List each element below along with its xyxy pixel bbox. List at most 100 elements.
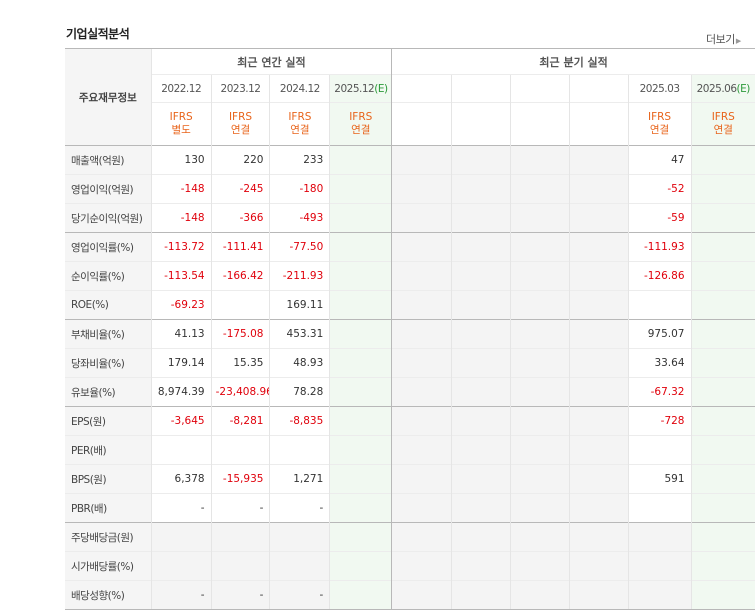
annual-value-cell: -8,835 [269, 406, 330, 436]
period-label: 2023.12 [220, 82, 261, 95]
annual-value-cell [329, 145, 392, 175]
annual-value-cell [269, 435, 330, 465]
quarter-value-cell [568, 174, 629, 204]
annual-period-header: 2025.12(E) [329, 74, 392, 103]
annual-value-cell: -148 [150, 203, 212, 233]
quarter-value-cell [627, 493, 691, 523]
row-label: 당좌비율(%) [65, 348, 152, 378]
annual-value-cell [329, 522, 392, 552]
quarter-value-cell [627, 522, 691, 552]
quarter-value-cell [568, 348, 629, 378]
annual-value-cell [329, 377, 392, 407]
ifrs-basis [451, 102, 511, 146]
financial-table: 주요재무정보 최근 연간 실적 최근 분기 실적 2022.12 2023.12 2… [65, 48, 755, 610]
annual-value-cell [329, 435, 392, 465]
quarter-value-cell [568, 435, 629, 465]
ifrs-standard: IFRS [711, 111, 735, 123]
quarter-value-cell [690, 319, 755, 349]
ifrs-basis: IFRS 연결 [329, 102, 392, 146]
quarter-value-cell [568, 493, 629, 523]
quarter-value-cell [568, 522, 629, 552]
quarter-value-cell [690, 464, 755, 494]
quarter-value-cell [391, 464, 452, 494]
table-row: PBR(배) - - - [65, 493, 755, 523]
annual-value-cell: -180 [269, 174, 330, 204]
quarter-value-cell [568, 290, 629, 320]
row-label: 유보율(%) [65, 377, 152, 407]
quarter-value-cell [391, 290, 452, 320]
quarter-value-cell [391, 174, 452, 204]
quarter-value-cell [690, 493, 755, 523]
quarter-value-cell [509, 232, 570, 262]
annual-value-cell [329, 319, 392, 349]
ifrs-standard: IFRS [647, 111, 672, 123]
quarter-value-cell [509, 348, 570, 378]
annual-value-cell: -77.50 [269, 232, 330, 262]
chevron-right-icon: ▶ [735, 37, 741, 45]
row-label: PBR(배) [65, 493, 152, 523]
quarter-value-cell [451, 203, 511, 233]
annual-value-cell: 48.93 [269, 348, 330, 378]
table-row: 순이익률(%) -113.54 -166.42 -211.93 -126.86 [65, 261, 755, 291]
row-label: 주당배당금(원) [65, 522, 152, 552]
annual-value-cell [150, 551, 212, 581]
quarter-value-cell [509, 580, 570, 610]
quarter-value-cell [451, 348, 511, 378]
quarter-value-cell [451, 174, 511, 204]
annual-value-cell: -8,281 [210, 406, 270, 436]
quarter-value-cell [391, 203, 452, 233]
quarter-value-cell [690, 145, 755, 175]
quarter-value-cell [509, 145, 570, 175]
quarter-value-cell [451, 377, 511, 407]
table-row: 유보율(%) 8,974.39 -23,408.96 78.28 -67.32 [65, 377, 755, 407]
annual-value-cell: 220 [210, 145, 270, 175]
row-label: BPS(원) [65, 464, 152, 494]
quarter-value-cell [391, 319, 452, 349]
quarter-value-cell [451, 493, 511, 523]
row-label: 영업이익률(%) [65, 232, 152, 262]
quarter-value-cell [690, 406, 755, 436]
annual-value-cell: 179.14 [150, 348, 212, 378]
quarter-value-cell [391, 406, 452, 436]
quarter-period-header [451, 74, 511, 103]
ifrs-basis: IFRS 연결 [210, 102, 270, 146]
annual-value-cell: 41.13 [150, 319, 212, 349]
period-label: 2024.12 [279, 82, 320, 95]
row-label: 매출액(억원) [65, 145, 152, 175]
table-row: EPS(원) -3,645 -8,281 -8,835 -728 [65, 406, 755, 436]
annual-value-cell: -366 [210, 203, 270, 233]
quarter-value-cell [451, 464, 511, 494]
annual-value-cell [329, 290, 392, 320]
period-label: 2025.12 [334, 82, 375, 95]
quarter-value-cell [627, 551, 691, 581]
more-link[interactable]: 더보기▶ [706, 31, 741, 47]
quarter-period-header [509, 74, 570, 103]
quarter-value-cell [509, 464, 570, 494]
quarter-value-cell [690, 174, 755, 204]
quarter-value-cell: -111.93 [627, 232, 691, 262]
annual-value-cell: - [269, 580, 330, 610]
ifrs-scope: 연결 [351, 124, 371, 136]
quarter-value-cell [451, 406, 511, 436]
quarter-period-header [568, 74, 629, 103]
more-label: 더보기 [706, 33, 735, 46]
quarter-value-cell: -67.32 [627, 377, 691, 407]
annual-value-cell [210, 435, 270, 465]
annual-period-header: 2023.12 [210, 74, 270, 103]
quarter-value-cell [690, 290, 755, 320]
ifrs-basis: IFRS 연결 [690, 102, 755, 146]
table-row: 배당성향(%) - - - [65, 580, 755, 610]
ifrs-basis [509, 102, 570, 146]
table-row: 영업이익(억원) -148 -245 -180 -52 [65, 174, 755, 204]
quarter-value-cell [690, 348, 755, 378]
quarter-value-cell [568, 319, 629, 349]
quarter-value-cell [509, 522, 570, 552]
ifrs-scope: 연결 [713, 124, 733, 136]
quarter-value-cell [391, 377, 452, 407]
annual-value-cell: -23,408.96 [210, 377, 270, 407]
row-label: 순이익률(%) [65, 261, 152, 291]
annual-value-cell [329, 464, 392, 494]
annual-value-cell [329, 203, 392, 233]
quarter-value-cell: 47 [627, 145, 691, 175]
quarter-value-cell: 591 [627, 464, 691, 494]
